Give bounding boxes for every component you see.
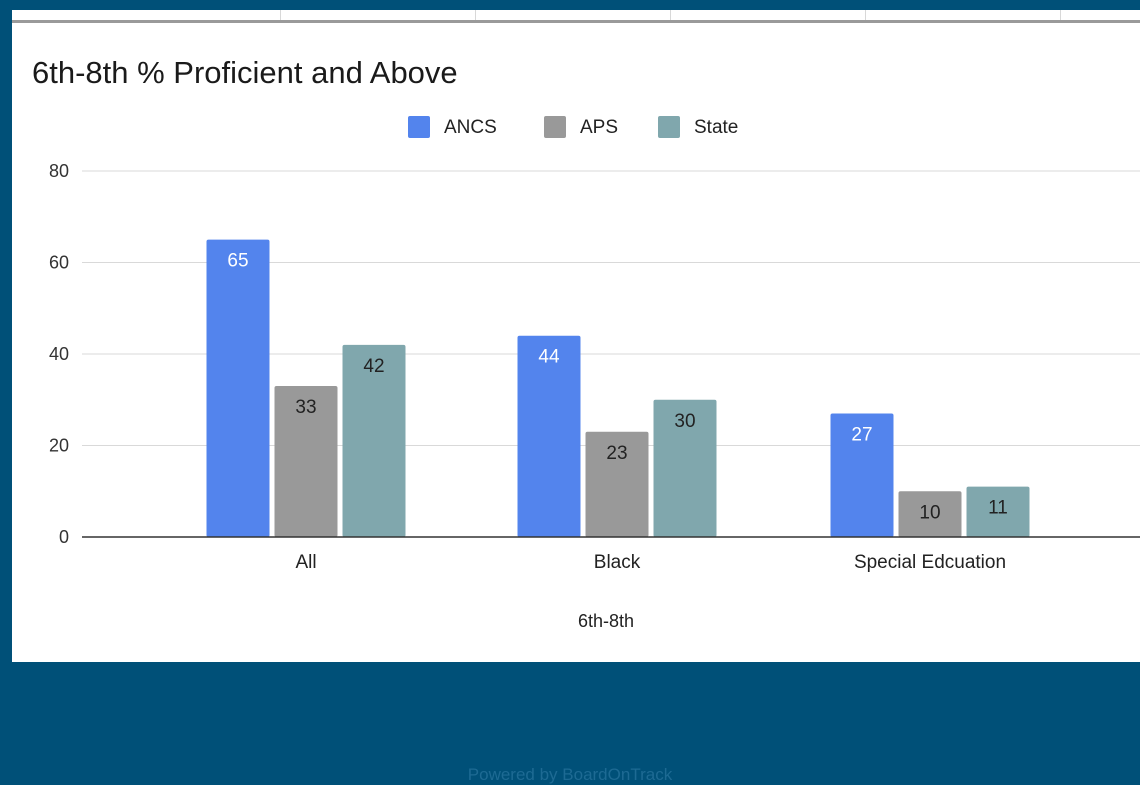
x-tick-label: All xyxy=(295,552,316,573)
bar-ancs xyxy=(206,239,270,537)
data-label: 10 xyxy=(919,502,940,523)
legend-label: ANCS xyxy=(444,117,497,138)
chart-panel: 6th-8th % Proficient and Above 0 20 40 60 80… xyxy=(12,0,1140,662)
grid-divider xyxy=(670,10,671,20)
legend-label: State xyxy=(694,117,738,138)
bar-state xyxy=(653,399,717,537)
x-tick-label: Special Edcuation xyxy=(854,552,1006,573)
footer-powered-by: Powered by BoardOnTrack xyxy=(467,765,673,784)
data-label: 33 xyxy=(295,397,316,418)
y-tick-label: 20 xyxy=(49,436,69,456)
data-label: 27 xyxy=(851,424,872,445)
legend-label: APS xyxy=(580,117,618,138)
data-label: 11 xyxy=(988,498,1008,519)
data-label: 23 xyxy=(606,443,627,464)
bar-state xyxy=(966,486,1030,537)
grid-divider xyxy=(865,10,866,20)
grid-divider xyxy=(280,10,281,20)
y-tick-label: 40 xyxy=(49,344,69,364)
bar-aps xyxy=(274,386,338,537)
bar-ancs xyxy=(517,335,581,537)
legend-swatch-aps xyxy=(544,116,566,138)
bar-state xyxy=(342,344,406,537)
x-tick-label: Black xyxy=(594,552,641,573)
y-tick-label: 60 xyxy=(49,253,69,273)
bar-aps xyxy=(585,431,649,537)
spreadsheet-grid-strip xyxy=(12,10,1140,23)
bar-chart: 0 20 40 60 80 65 33 42 All 44 23 30 Black 27 10 11 Speci… xyxy=(49,116,1140,631)
data-label: 65 xyxy=(227,251,248,272)
data-label: 44 xyxy=(538,347,560,368)
y-tick-label: 80 xyxy=(49,161,69,181)
top-bar xyxy=(12,0,1140,10)
chart-title: 6th-8th % Proficient and Above xyxy=(32,55,458,90)
y-tick-label: 0 xyxy=(59,527,69,547)
x-axis-title: 6th-8th xyxy=(578,611,634,631)
grid-divider xyxy=(1060,10,1061,20)
legend-swatch-ancs xyxy=(408,116,430,138)
legend-swatch-state xyxy=(658,116,680,138)
data-label: 30 xyxy=(674,411,695,432)
data-label: 42 xyxy=(363,356,384,377)
bar-aps xyxy=(898,491,962,537)
grid-divider xyxy=(475,10,476,20)
bar-ancs xyxy=(830,413,894,537)
